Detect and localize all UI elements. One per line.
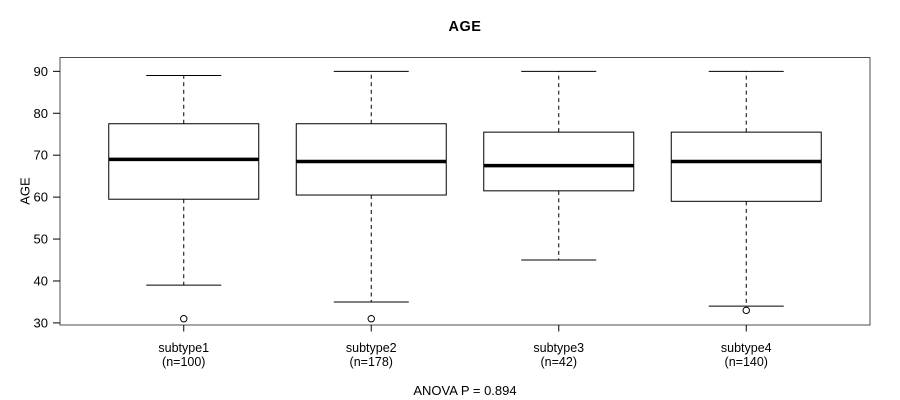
box-subtype2: subtype2(n=178): [295, 70, 447, 369]
y-tick-label: 70: [34, 148, 48, 163]
y-tick-label: 80: [34, 106, 48, 121]
y-tick-label: 40: [34, 273, 48, 288]
category-count-label: (n=42): [541, 355, 577, 369]
box-subtype3: subtype3(n=42): [483, 70, 635, 369]
y-tick-label: 60: [34, 190, 48, 205]
anova-annotation: ANOVA P = 0.894: [413, 383, 517, 398]
category-label: subtype4: [721, 341, 772, 355]
outlier-point: [367, 315, 375, 323]
iqr-box: [670, 131, 822, 202]
iqr-box: [108, 123, 260, 200]
category-count-label: (n=178): [350, 355, 393, 369]
box-subtype4: subtype4(n=140): [670, 70, 822, 369]
category-label: subtype1: [158, 341, 209, 355]
category-label: subtype2: [346, 341, 397, 355]
box-subtype1: subtype1(n=100): [108, 75, 260, 369]
iqr-box: [295, 123, 447, 196]
category-count-label: (n=140): [725, 355, 768, 369]
y-tick-label: 50: [34, 232, 48, 247]
y-tick-label: 90: [34, 64, 48, 79]
y-tick-label: 30: [34, 315, 48, 330]
category-label: subtype3: [533, 341, 584, 355]
outlier-point: [742, 306, 750, 315]
iqr-box: [483, 131, 635, 192]
category-count-label: (n=100): [162, 355, 205, 369]
outlier-point: [180, 315, 188, 323]
chart-title: AGE: [448, 19, 482, 35]
plot-frame: [59, 57, 871, 326]
